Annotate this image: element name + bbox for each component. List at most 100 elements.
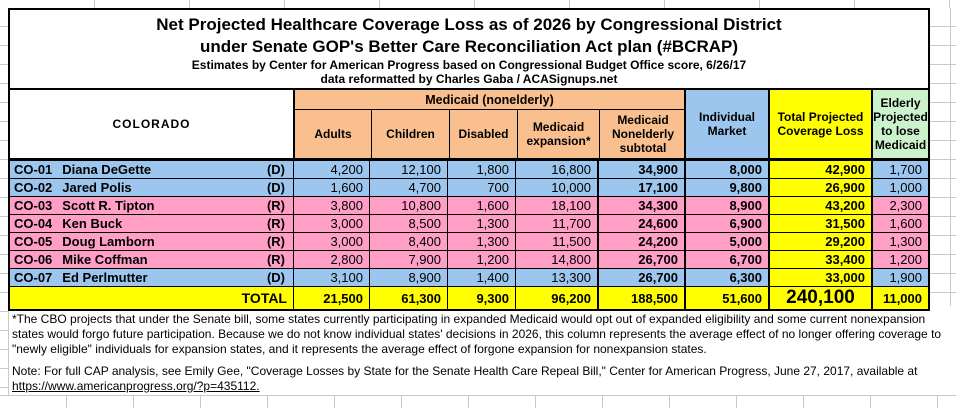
district-cell: CO-01 Diana DeGette (D): [10, 161, 293, 178]
party-label: (D): [266, 270, 285, 285]
table-row: CO-05 Doug Lamborn (R) 3,000 8,400 1,300 1…: [10, 232, 928, 250]
value-cell: 700: [447, 179, 515, 196]
total-value-cell: 51,600: [684, 287, 768, 309]
col-header-elderly: Elderly Projected to lose Medicaid: [871, 90, 928, 158]
value-cell: 11,500: [515, 233, 597, 250]
representative-name: Doug Lamborn: [62, 234, 155, 249]
total-value-cell: 188,500: [597, 287, 684, 309]
title-line-2: under Senate GOP's Better Care Reconcili…: [199, 37, 739, 56]
value-cell: 1,600: [293, 179, 369, 196]
value-cell: 9,800: [684, 179, 768, 196]
party-label: (R): [266, 234, 285, 249]
value-cell: 2,300: [871, 197, 928, 214]
district-cell: CO-04 Ken Buck (R): [10, 215, 293, 232]
value-cell: 26,900: [768, 179, 871, 196]
representative-name: Mike Coffman: [62, 252, 148, 267]
total-value-cell: 21,500: [293, 287, 369, 309]
district-cell: CO-05 Doug Lamborn (R): [10, 233, 293, 250]
district-cell: CO-02 Jared Polis (D): [10, 179, 293, 196]
value-cell: 1,300: [871, 233, 928, 250]
value-cell: 34,300: [597, 197, 684, 214]
district-code: CO-04: [14, 216, 53, 231]
district-code: CO-03: [14, 198, 53, 213]
party-label: (R): [266, 252, 285, 267]
sheet-gridlines-bottom: [0, 395, 956, 408]
value-cell: 18,100: [515, 197, 597, 214]
party-label: (D): [266, 180, 285, 195]
value-cell: 16,800: [515, 161, 597, 178]
total-row: TOTAL 21,500 61,300 9,300 96,200 188,500…: [10, 286, 928, 309]
representative-name: Ed Perlmutter: [62, 270, 148, 285]
sheet-gridlines-top: [0, 0, 956, 8]
value-cell: 5,000: [684, 233, 768, 250]
title-line-1: Net Projected Healthcare Coverage Loss a…: [156, 15, 782, 34]
value-cell: 31,500: [768, 215, 871, 232]
total-label-cell: TOTAL: [241, 290, 287, 306]
value-cell: 6,900: [684, 215, 768, 232]
title-line-3: Estimates by Center for American Progres…: [191, 58, 747, 72]
value-cell: 42,900: [768, 161, 871, 178]
value-cell: 29,200: [768, 233, 871, 250]
value-cell: 14,800: [515, 251, 597, 268]
medicaid-group-label: Medicaid (nonelderly): [295, 90, 684, 110]
party-label: (D): [266, 162, 285, 177]
value-cell: 12,100: [369, 161, 447, 178]
state-label: COLORADO: [10, 90, 293, 158]
col-header-adults: Adults: [314, 127, 352, 141]
col-header-total-coverage-loss: Total Projected Coverage Loss: [768, 90, 871, 158]
medicaid-group-header: Medicaid (nonelderly) Adults Children Di…: [293, 90, 684, 158]
value-cell: 1,300: [447, 215, 515, 232]
value-cell: 26,700: [597, 269, 684, 286]
district-cell: CO-06 Mike Coffman (R): [10, 251, 293, 268]
cbo-footnote: *The CBO projects that under the Senate …: [12, 312, 950, 357]
party-label: (R): [266, 216, 285, 231]
value-cell: 24,600: [597, 215, 684, 232]
value-cell: 1,000: [871, 179, 928, 196]
grand-total-cell: 240,100: [768, 287, 871, 309]
value-cell: 3,800: [293, 197, 369, 214]
value-cell: 1,600: [447, 197, 515, 214]
total-value-cell: 61,300: [369, 287, 447, 309]
district-cell: CO-03 Scott R. Tipton (R): [10, 197, 293, 214]
value-cell: 6,700: [684, 251, 768, 268]
col-header-children: Children: [371, 110, 449, 158]
table-title-block: Net Projected Healthcare Coverage Loss a…: [10, 10, 928, 90]
source-note-link[interactable]: https://www.americanprogress.org/?p=4351…: [12, 379, 260, 393]
value-cell: 1,400: [447, 269, 515, 286]
representative-name: Jared Polis: [62, 180, 132, 195]
district-code: CO-02: [14, 180, 53, 195]
coverage-loss-table: Net Projected Healthcare Coverage Loss a…: [8, 8, 930, 311]
value-cell: 4,700: [369, 179, 447, 196]
col-header-disabled: Disabled: [449, 110, 517, 158]
representative-name: Scott R. Tipton: [62, 198, 155, 213]
value-cell: 11,700: [515, 215, 597, 232]
col-header-medicaid-expansion: Medicaid expansion*: [517, 110, 599, 158]
value-cell: 8,900: [684, 197, 768, 214]
value-cell: 1,200: [447, 251, 515, 268]
value-cell: 8,400: [369, 233, 447, 250]
value-cell: 8,500: [369, 215, 447, 232]
table-row: CO-07 Ed Perlmutter (D) 3,100 8,900 1,400 …: [10, 268, 928, 286]
value-cell: 1,800: [447, 161, 515, 178]
table-header: COLORADO Medicaid (nonelderly) Adults Ch…: [10, 90, 928, 160]
value-cell: 1,200: [871, 251, 928, 268]
value-cell: 3,100: [293, 269, 369, 286]
table-row: CO-04 Ken Buck (R) 3,000 8,500 1,300 11,70…: [10, 214, 928, 232]
value-cell: 26,700: [597, 251, 684, 268]
value-cell: 17,100: [597, 179, 684, 196]
value-cell: 33,400: [768, 251, 871, 268]
value-cell: 8,000: [684, 161, 768, 178]
district-code: CO-05: [14, 234, 53, 249]
party-label: (R): [266, 198, 285, 213]
value-cell: 34,900: [597, 161, 684, 178]
col-header-individual-market: Individual Market: [684, 90, 768, 158]
representative-name: Diana DeGette: [62, 162, 152, 177]
value-cell: 10,000: [515, 179, 597, 196]
district-code: CO-01: [14, 162, 53, 177]
source-note: Note: For full CAP analysis, see Emily G…: [12, 364, 950, 394]
source-note-text: Note: For full CAP analysis, see Emily G…: [12, 364, 918, 378]
title-line-4: data reformatted by Charles Gaba / ACASi…: [320, 72, 618, 86]
value-cell: 2,800: [293, 251, 369, 268]
value-cell: 1,300: [447, 233, 515, 250]
